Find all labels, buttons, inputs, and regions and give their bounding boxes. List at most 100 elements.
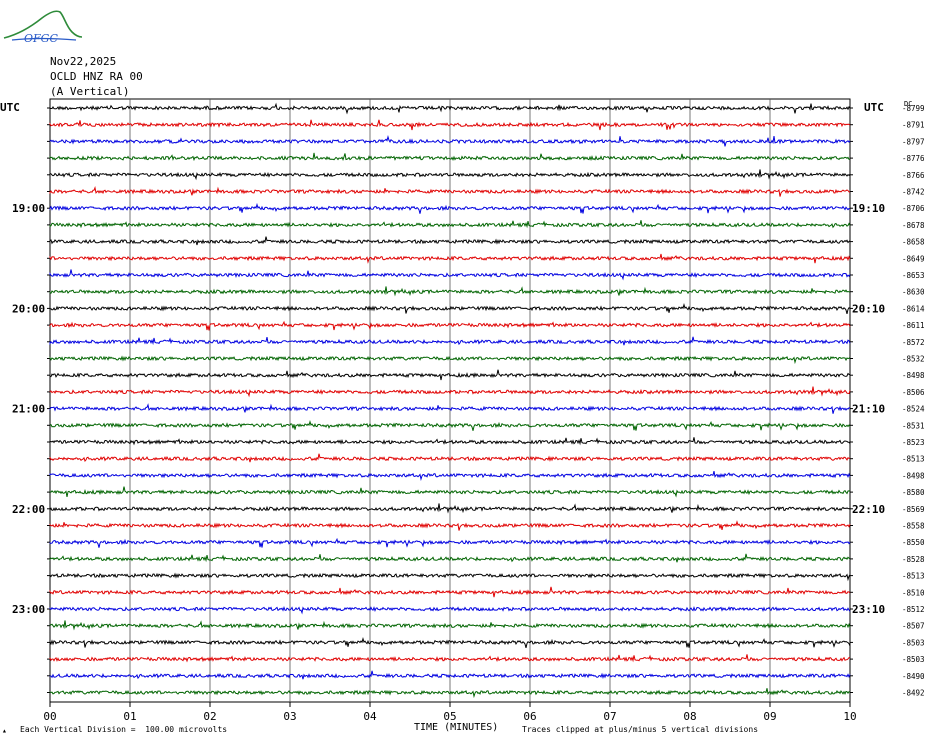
seismic-trace <box>49 470 851 482</box>
seismic-trace <box>49 253 851 264</box>
dc-offset-label: -8580 <box>902 488 925 497</box>
dc-offset-label: -8513 <box>902 455 925 464</box>
dc-offset-label: -8492 <box>902 689 925 698</box>
dc-offset-label: -8678 <box>902 221 925 230</box>
seismic-trace <box>49 135 851 147</box>
x-tick-label: 01 <box>123 710 136 723</box>
seismic-trace <box>49 437 851 446</box>
grid <box>47 98 853 707</box>
seismic-trace <box>49 572 851 582</box>
dc-offset-label: -8569 <box>902 505 925 514</box>
tiny-mark: ▴ <box>2 726 7 735</box>
seismic-trace <box>49 419 851 431</box>
seismic-trace <box>49 269 851 281</box>
seismic-trace <box>49 670 851 680</box>
traces <box>49 102 851 699</box>
dc-offset-label: -8706 <box>902 204 925 213</box>
seismic-trace <box>49 654 850 663</box>
seismic-trace <box>49 620 851 631</box>
dc-offset-label: -8558 <box>902 522 925 531</box>
seismic-trace <box>49 386 851 398</box>
dc-offset-label: -8742 <box>902 188 925 197</box>
seismic-trace <box>49 220 851 229</box>
dc-offset-label: -8653 <box>902 271 925 280</box>
right-utc-label: UTC <box>864 101 884 114</box>
seismic-trace <box>49 169 851 181</box>
seismic-trace <box>49 236 851 246</box>
dc-offset-label: -8503 <box>902 638 925 647</box>
x-tick-label: 08 <box>683 710 696 723</box>
dc-offset-label: -8507 <box>902 622 925 631</box>
dc-offset-label: -8776 <box>902 154 925 163</box>
seismic-trace <box>49 503 851 514</box>
left-utc-label: UTC <box>0 101 20 114</box>
seismic-trace <box>49 605 851 615</box>
dc-offset-label: -8510 <box>902 588 925 597</box>
x-tick-label: 00 <box>43 710 56 723</box>
seismic-trace <box>49 453 851 463</box>
logo-text: OFGC <box>24 32 58 45</box>
x-tick-label: 06 <box>523 710 536 723</box>
seismic-trace <box>49 637 851 649</box>
seismic-trace <box>49 688 851 699</box>
ofgc-logo-icon: OFGC <box>3 10 82 45</box>
dc-offset-label: -8614 <box>902 304 925 313</box>
x-axis-title: TIME (MINUTES) <box>414 722 499 733</box>
x-tick-label: 07 <box>603 710 616 723</box>
right-time-label: 19:10 <box>852 202 885 215</box>
left-time-label: 23:00 <box>12 603 45 616</box>
seismic-trace <box>49 303 851 315</box>
x-tick-label: 02 <box>203 710 216 723</box>
dc-offset-label: -8532 <box>902 355 925 364</box>
seismic-trace <box>49 186 851 197</box>
dc-offset-label: -8649 <box>902 254 925 263</box>
seismic-trace <box>49 202 851 214</box>
x-tick-label: 05 <box>443 710 456 723</box>
seismic-trace <box>49 486 851 498</box>
left-time-label: 22:00 <box>12 503 45 516</box>
dc-offset-label: -8799 <box>902 104 925 113</box>
seismic-trace <box>49 286 851 297</box>
right-time-label: 21:10 <box>852 403 885 416</box>
dc-offset-label: -8550 <box>902 538 925 547</box>
x-tick-label: 09 <box>763 710 776 723</box>
scale-note: Each Vertical Division = 100.00 microvol… <box>20 725 228 734</box>
x-tick-label: 10 <box>843 710 856 723</box>
seismic-trace <box>49 355 851 365</box>
dc-offset-label: -8658 <box>902 238 925 247</box>
seismic-trace <box>49 520 851 531</box>
left-time-label: 21:00 <box>12 403 45 416</box>
dc-offset-label: -8531 <box>902 421 925 430</box>
right-time-label: 23:10 <box>852 603 885 616</box>
dc-header-label: DC <box>904 100 912 108</box>
dc-offset-label: -8498 <box>902 371 925 380</box>
dc-offset-label: -8506 <box>902 388 925 397</box>
x-tick-label: 04 <box>363 710 377 723</box>
dc-offset-label: -8611 <box>902 321 925 330</box>
dc-offset-label: -8572 <box>902 338 925 347</box>
dc-offset-label: -8498 <box>902 471 925 480</box>
station-label: OCLD HNZ RA 00 <box>50 70 143 83</box>
component-label: (A Vertical) <box>50 85 130 98</box>
seismic-trace <box>49 403 851 414</box>
date-label: Nov22,2025 <box>50 55 117 68</box>
dc-offset-label: -8528 <box>902 555 925 564</box>
dc-offset-label: -8791 <box>902 121 925 130</box>
seismic-trace <box>49 336 851 346</box>
right-time-label: 22:10 <box>852 503 885 516</box>
dc-offset-label: -8797 <box>902 137 925 146</box>
dc-offset-label: -8503 <box>902 655 925 664</box>
seismic-trace <box>49 369 851 381</box>
left-time-label: 19:00 <box>12 202 45 215</box>
clip-note: Traces clipped at plus/minus 5 vertical … <box>522 725 759 734</box>
seismic-trace <box>49 320 851 331</box>
seismic-trace <box>49 119 851 131</box>
dc-offset-label: -8490 <box>902 672 925 681</box>
right-time-label: 20:10 <box>852 302 885 315</box>
seismic-trace <box>49 102 851 115</box>
axis-labels: 00 01 02 03 04 05 06 07 08 09 10 -8799 -8791 -8797 -87… <box>0 100 925 723</box>
seismic-trace <box>49 152 851 162</box>
dc-offset-label: -8512 <box>902 605 925 614</box>
dc-offset-label: -8524 <box>902 405 925 414</box>
